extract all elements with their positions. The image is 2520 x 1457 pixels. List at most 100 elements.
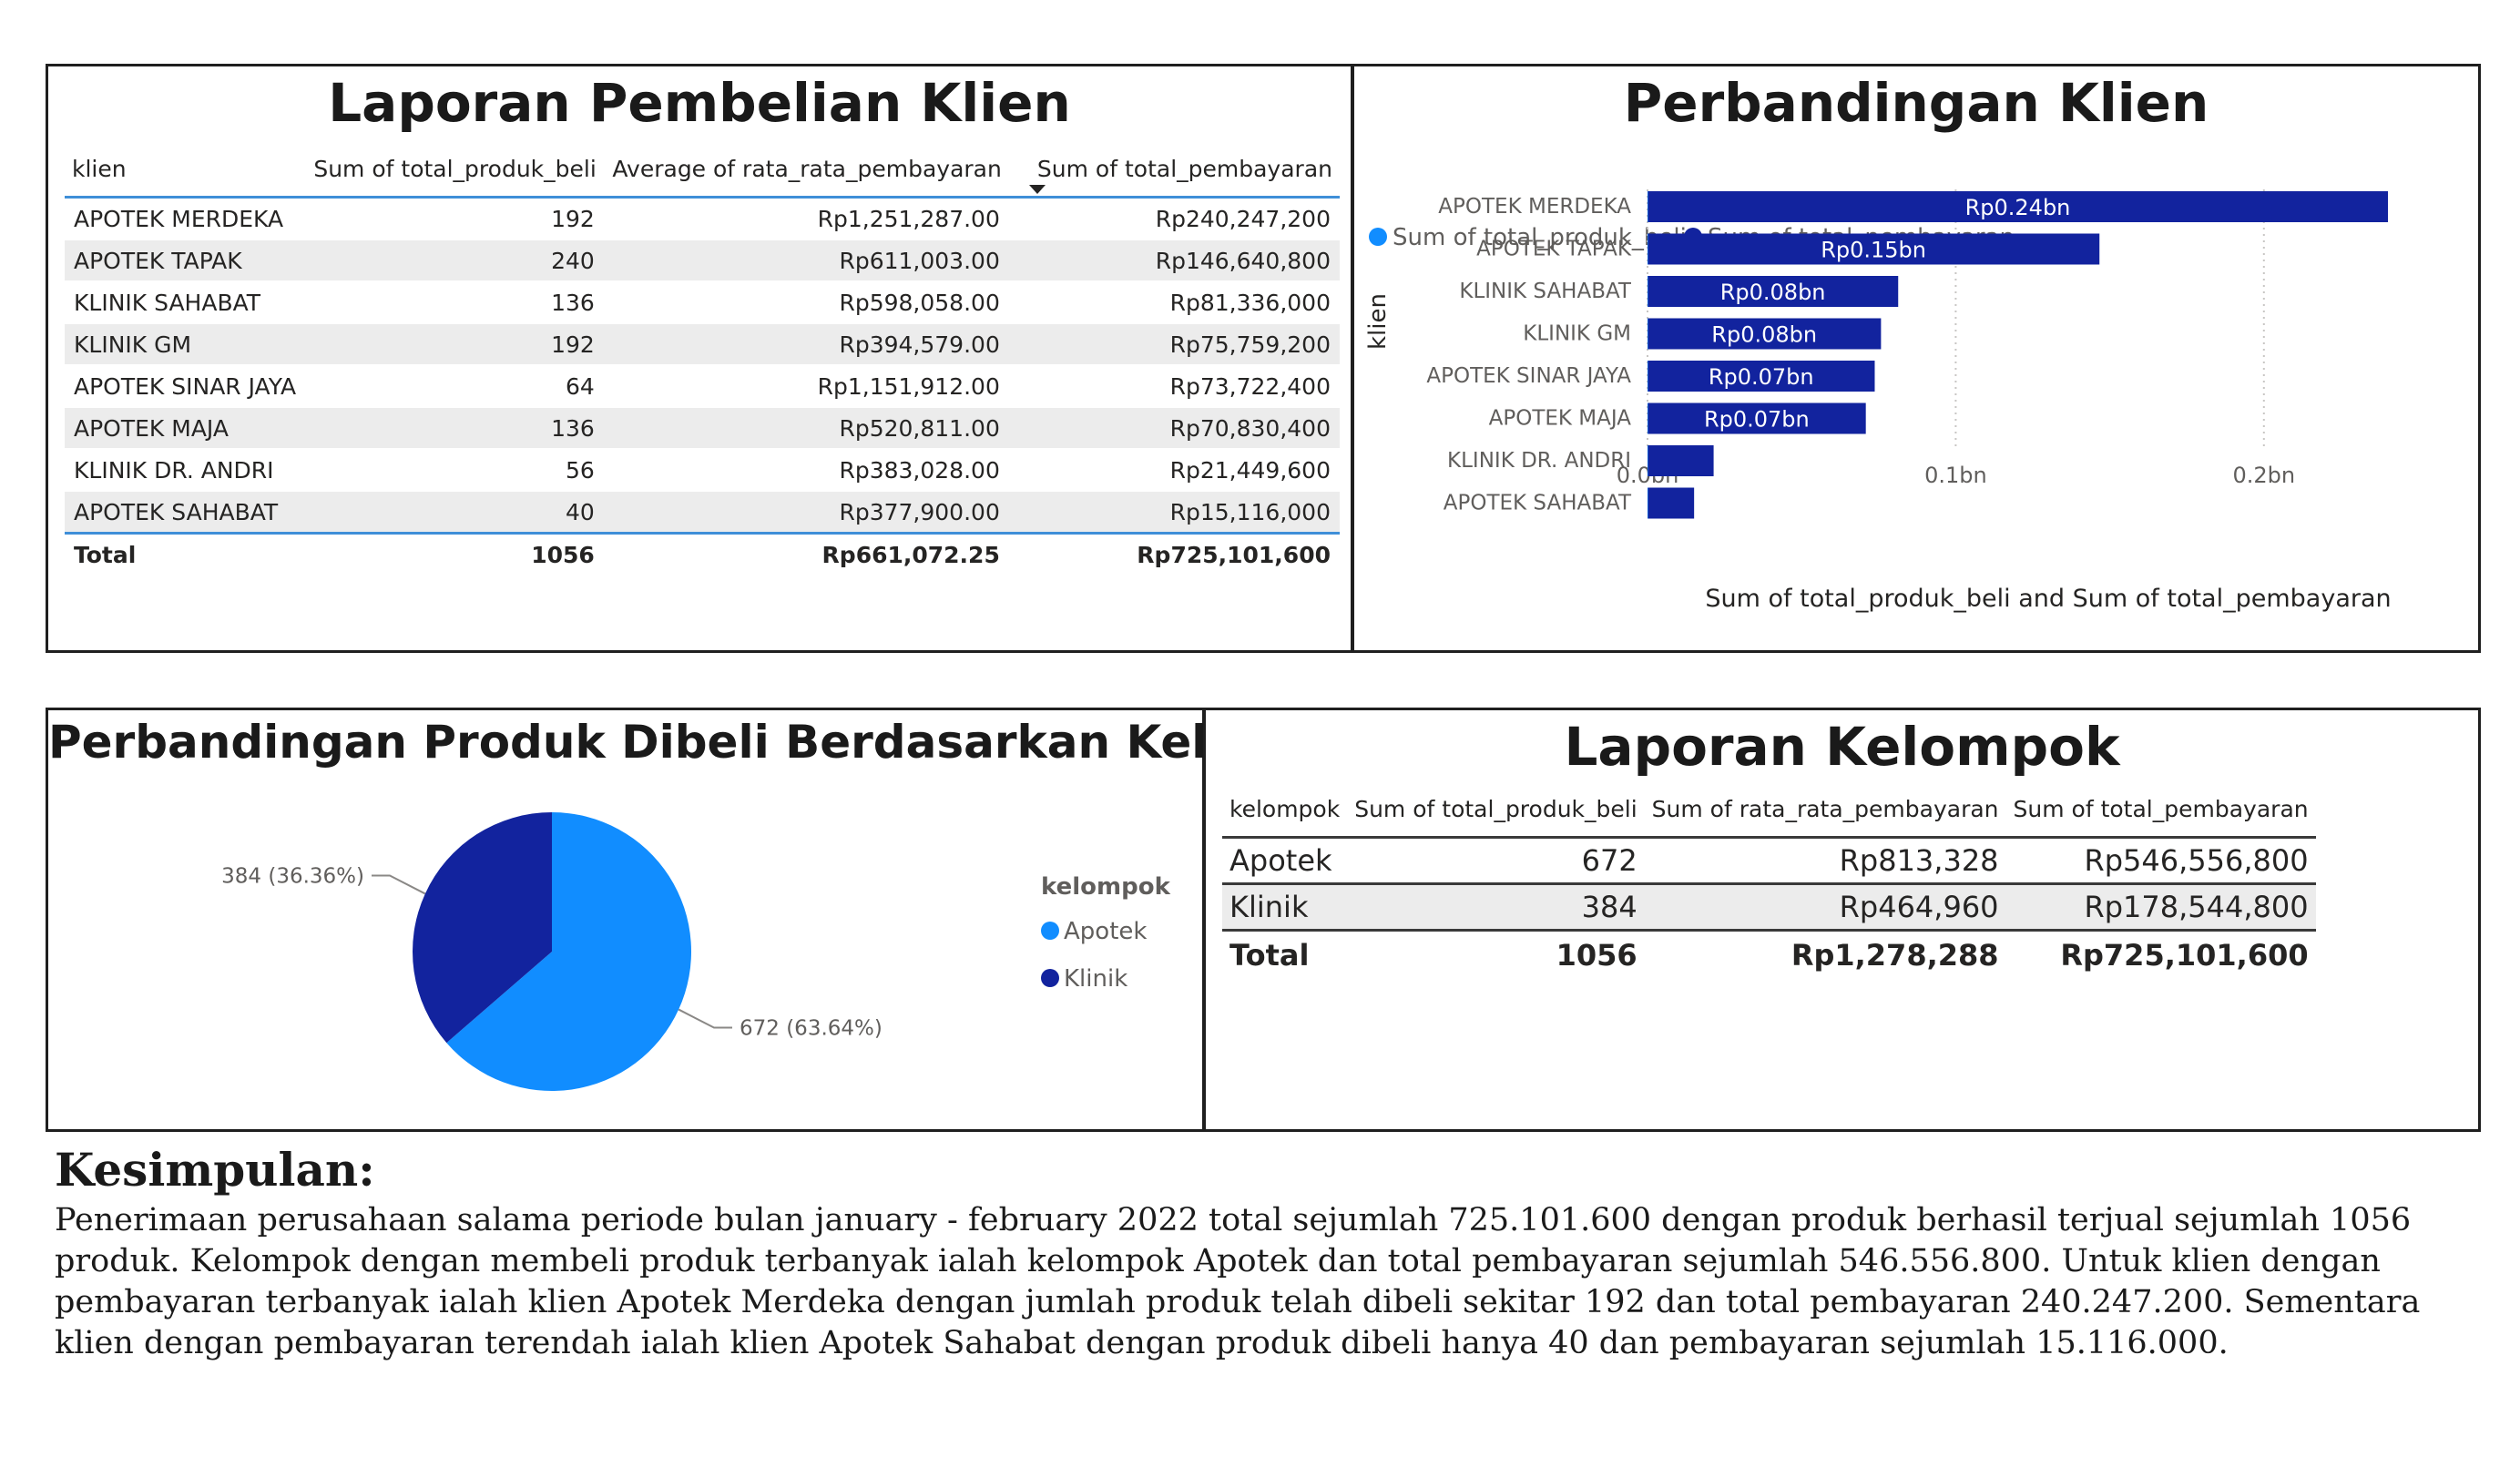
pie-data-label: 672 (63.64%) (740, 1017, 883, 1041)
table-row[interactable]: APOTEK MERDEKA 192 Rp1,251,287.00 Rp240,247… (65, 198, 1340, 239)
group-pie-panel: Perbandingan Produk Dibeli Berdasarkan K… (46, 708, 1380, 1132)
client-report-table: klien Sum of total_produk_beli Average o… (65, 141, 1340, 575)
y-category-label: APOTEK SAHABAT (1444, 492, 1632, 515)
total-pembayaran: Rp725,101,600 (2060, 938, 2309, 973)
bar-total-pembayaran (1648, 445, 1714, 476)
cell-produk: 672 (1581, 843, 1637, 878)
cell-total-pembayaran: Rp75,759,200 (1008, 323, 1340, 365)
total-pembayaran: Rp725,101,600 (1137, 541, 1331, 568)
table-row[interactable]: KLINIK DR. ANDRI 56 Rp383,028.00 Rp21,449,6… (65, 449, 1340, 491)
cell-produk: 192 (551, 205, 595, 232)
cell-rata-rata: Rp383,028.00 (839, 456, 1000, 484)
bar-total-pembayaran (1648, 233, 2100, 265)
bar-data-label: Rp0.07bn (1704, 407, 1810, 433)
pie-slice-klinik[interactable] (412, 812, 552, 1044)
cell-produk: 240 (306, 239, 604, 281)
y-category-label: APOTEK MAJA (1489, 407, 1632, 431)
legend-label: Apotek (1064, 918, 1147, 945)
cell-total-pembayaran: Rp81,336,000 (1169, 289, 1331, 316)
cell-kelompok: Apotek (1229, 843, 1332, 878)
x-tick-label: 0.1bn (1924, 463, 1987, 488)
x-tick-label: 0.2bn (2232, 463, 2295, 488)
cell-klien: APOTEK SINAR JAYA (74, 372, 297, 400)
legend-item[interactable]: Sum of total_produk_beli (1369, 224, 1687, 251)
table-row[interactable]: KLINIK SAHABAT 136 Rp598,058.00 Rp81,336,00… (65, 281, 1340, 323)
bar-total-pembayaran (1648, 361, 1875, 392)
bar-data-label: Rp0.07bn (1709, 364, 1814, 390)
column-header-klien[interactable]: klien (72, 155, 127, 182)
total-produk: 1056 (531, 541, 595, 568)
group-report-panel: Laporan Kelompok kelompok Sum of total_p… (1203, 708, 2481, 1132)
bar-data-label: Rp0.08bn (1711, 322, 1817, 348)
conclusion-title: Kesimpulan: (55, 1143, 375, 1197)
cell-produk: 40 (306, 491, 604, 534)
cell-rata-rata: Rp377,900.00 (603, 491, 1009, 534)
column-header-total-pembayaran[interactable]: Sum of total_pembayaran (2013, 795, 2309, 822)
legend-marker (1041, 922, 1059, 940)
y-category-label: KLINIK DR. ANDRI (1447, 449, 1631, 473)
cell-rata-rata: Rp520,811.00 (603, 407, 1009, 449)
table-body: APOTEK MERDEKA 192 Rp1,251,287.00 Rp240,247… (65, 198, 1340, 534)
pie-slice-apotek[interactable] (446, 812, 691, 1091)
column-header-total-pembayaran[interactable]: Sum of total_pembayaran (1009, 141, 1340, 198)
bar-data-label: Rp0.08bn (1720, 280, 1826, 305)
cell-rata-rata: Rp598,058.00 (839, 289, 1000, 316)
client-comparison-panel: Perbandingan Klien Sum of total_produk_b… (1352, 64, 2481, 653)
conclusion-text: Penerimaan perusahaan salama periode bul… (55, 1202, 2421, 1361)
total-label: Total (1229, 938, 1310, 973)
cell-produk: 384 (1347, 883, 1645, 931)
column-header-produk[interactable]: Sum of total_produk_beli (1354, 795, 1637, 822)
bar-total-pembayaran (1648, 276, 1899, 307)
cell-rata-rata: Rp1,151,912.00 (817, 372, 1000, 400)
column-header-rata-rata[interactable]: Sum of rata_rata_pembayaran (1651, 795, 1999, 822)
cell-klien: KLINIK SAHABAT (74, 289, 261, 316)
cell-total-pembayaran: Rp240,247,200 (1155, 205, 1331, 232)
bar-total-pembayaran (1648, 402, 1866, 434)
legend-marker (1041, 969, 1059, 987)
client-report-panel: Laporan Pembelian Klien klien Sum of tot… (46, 64, 1353, 653)
y-category-label: APOTEK SINAR JAYA (1426, 364, 1631, 388)
cell-produk: 64 (565, 372, 595, 400)
legend-item[interactable]: Klinik (1041, 965, 1127, 993)
table-body: Apotek 672 Rp813,328 Rp546,556,800 Klinik 384… (1222, 838, 2316, 931)
cell-klien: KLINIK DR. ANDRI (74, 456, 274, 484)
cell-total-pembayaran: Rp178,544,800 (2005, 883, 2316, 931)
table-header-row: klien Sum of total_produk_beli Average o… (65, 141, 1340, 198)
panel-title: Perbandingan Klien (1623, 72, 2209, 134)
cell-produk: 136 (306, 407, 604, 449)
cell-klien: APOTEK MERDEKA (74, 205, 284, 232)
legend-label: Sum of total_produk_beli (1393, 224, 1687, 251)
cell-rata-rata: Rp464,960 (1644, 883, 2006, 931)
cell-rata-rata: Rp394,579.00 (603, 323, 1009, 365)
cell-total-pembayaran: Rp546,556,800 (2084, 843, 2309, 878)
column-header-produk[interactable]: Sum of total_produk_beli (313, 155, 597, 182)
legend-title: kelompok (1041, 873, 1171, 901)
table-total-row: Total 1056 Rp1,278,288 Rp725,101,600 (1222, 931, 2316, 980)
table-row[interactable]: Apotek 672 Rp813,328 Rp546,556,800 (1222, 838, 2316, 884)
group-report-table: kelompok Sum of total_produk_beli Sum of… (1222, 781, 2316, 979)
column-header-kelompok[interactable]: kelompok (1229, 795, 1341, 822)
column-header-label: Sum of total_pembayaran (1036, 155, 1332, 182)
table-row[interactable]: Klinik 384 Rp464,960 Rp178,544,800 (1222, 883, 2316, 931)
x-axis-title: Sum of total_produk_beli and Sum of tota… (1705, 585, 2391, 613)
cell-total-pembayaran: Rp21,449,600 (1169, 456, 1331, 484)
cell-rata-rata: Rp611,003.00 (603, 239, 1009, 281)
pie-data-label: 384 (36.36%) (221, 864, 364, 888)
legend-label: Klinik (1064, 965, 1127, 993)
cell-produk: 136 (551, 289, 595, 316)
cell-produk: 56 (565, 456, 595, 484)
table-row[interactable]: KLINIK GM 192 Rp394,579.00 Rp75,759,200 (65, 323, 1340, 365)
cell-klien: KLINIK GM (65, 323, 307, 365)
cell-kelompok: Klinik (1222, 883, 1348, 931)
table-row[interactable]: APOTEK TAPAK 240 Rp611,003.00 Rp146,640,800 (65, 239, 1340, 281)
column-header-rata-rata[interactable]: Average of rata_rata_pembayaran (612, 155, 1002, 182)
table-row[interactable]: APOTEK MAJA 136 Rp520,811.00 Rp70,830,400 (65, 407, 1340, 449)
legend-item[interactable]: Apotek (1041, 918, 1147, 945)
cell-rata-rata: Rp1,251,287.00 (817, 205, 1000, 232)
table-row[interactable]: APOTEK SINAR JAYA 64 Rp1,151,912.00 Rp73,72… (65, 365, 1340, 407)
table-row[interactable]: APOTEK SAHABAT 40 Rp377,900.00 Rp15,116,000 (65, 491, 1340, 534)
y-category-label: KLINIK GM (1523, 322, 1631, 346)
cell-klien: APOTEK SAHABAT (65, 491, 307, 534)
pie-leader-line (678, 1008, 732, 1029)
